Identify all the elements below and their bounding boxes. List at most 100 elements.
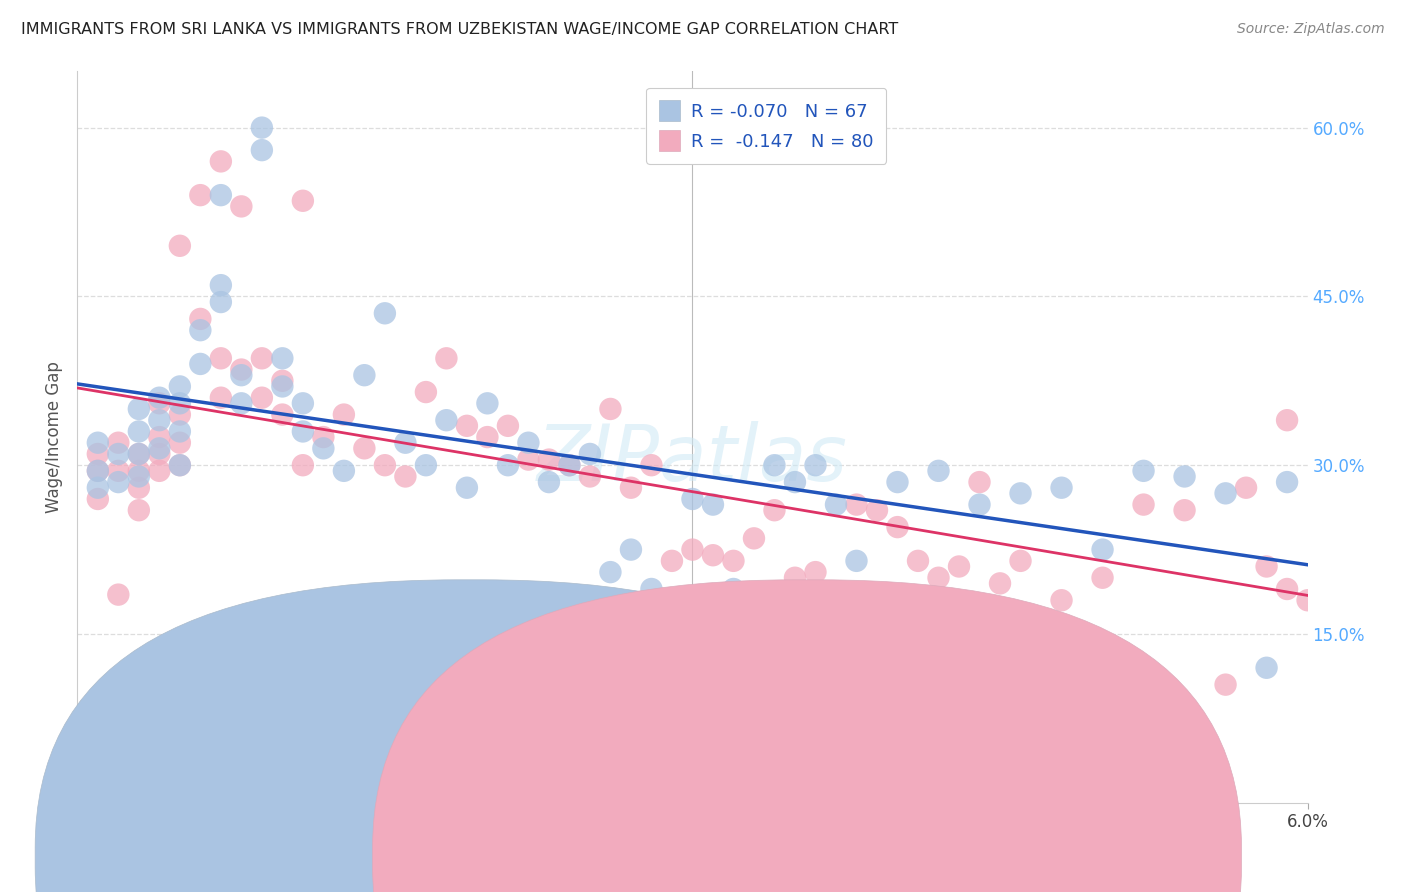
- Point: [148, 442, 170, 456]
- Point: [188, 357, 212, 371]
- Point: [1010, 486, 1032, 500]
- Point: [825, 498, 848, 512]
- Point: [148, 396, 170, 410]
- Point: [620, 481, 643, 495]
- Point: [291, 425, 314, 439]
- Point: [496, 418, 519, 433]
- Point: [209, 295, 232, 310]
- Point: [353, 442, 375, 456]
- Point: [456, 418, 478, 433]
- Text: Immigrants from Uzbekistan: Immigrants from Uzbekistan: [754, 847, 990, 865]
- Point: [702, 548, 724, 562]
- Point: [394, 469, 416, 483]
- Point: [128, 401, 150, 416]
- Point: [128, 425, 150, 439]
- Point: [291, 458, 314, 473]
- Point: [209, 391, 232, 405]
- Point: [1132, 464, 1154, 478]
- Text: IMMIGRANTS FROM SRI LANKA VS IMMIGRANTS FROM UZBEKISTAN WAGE/INCOME GAP CORRELAT: IMMIGRANTS FROM SRI LANKA VS IMMIGRANTS …: [21, 22, 898, 37]
- Point: [661, 554, 683, 568]
- Point: [1215, 678, 1237, 692]
- Point: [783, 571, 806, 585]
- Point: [250, 143, 273, 157]
- Point: [620, 542, 643, 557]
- Legend: R = -0.070   N = 67, R =  -0.147   N = 80: R = -0.070 N = 67, R = -0.147 N = 80: [647, 87, 886, 164]
- Point: [1275, 582, 1298, 596]
- Point: [209, 188, 232, 202]
- Point: [188, 323, 212, 337]
- Point: [742, 532, 765, 546]
- Point: [928, 571, 950, 585]
- Point: [1215, 486, 1237, 500]
- Point: [415, 458, 437, 473]
- Point: [845, 554, 868, 568]
- Point: [1091, 542, 1114, 557]
- Point: [87, 447, 110, 461]
- Point: [988, 576, 1011, 591]
- Point: [723, 582, 745, 596]
- Point: [148, 464, 170, 478]
- Point: [558, 458, 581, 473]
- Point: [866, 503, 889, 517]
- Point: [271, 408, 294, 422]
- Point: [128, 481, 150, 495]
- Point: [394, 435, 416, 450]
- Point: [209, 351, 232, 366]
- Point: [579, 469, 602, 483]
- Point: [148, 413, 170, 427]
- Point: [231, 362, 253, 376]
- Point: [169, 425, 191, 439]
- Point: [128, 447, 150, 461]
- Point: [804, 458, 827, 473]
- Point: [1174, 503, 1197, 517]
- Point: [128, 503, 150, 517]
- Point: [188, 312, 212, 326]
- Point: [1358, 571, 1381, 585]
- Point: [456, 481, 478, 495]
- Point: [723, 554, 745, 568]
- Point: [87, 481, 110, 495]
- Point: [271, 374, 294, 388]
- Point: [886, 520, 908, 534]
- Point: [107, 447, 129, 461]
- Point: [1010, 554, 1032, 568]
- Point: [579, 447, 602, 461]
- Point: [1399, 661, 1406, 675]
- Point: [496, 458, 519, 473]
- Point: [291, 194, 314, 208]
- Point: [1275, 475, 1298, 489]
- Point: [517, 452, 540, 467]
- Point: [1296, 593, 1319, 607]
- Point: [107, 588, 129, 602]
- Point: [907, 554, 929, 568]
- Point: [436, 351, 458, 366]
- Text: Source: ZipAtlas.com: Source: ZipAtlas.com: [1237, 22, 1385, 37]
- Point: [517, 435, 540, 450]
- Point: [188, 188, 212, 202]
- Point: [948, 559, 970, 574]
- Point: [804, 565, 827, 579]
- Point: [928, 464, 950, 478]
- Point: [271, 379, 294, 393]
- Point: [1275, 413, 1298, 427]
- Text: Immigrants from Sri Lanka: Immigrants from Sri Lanka: [423, 847, 645, 865]
- Point: [291, 396, 314, 410]
- Point: [353, 368, 375, 383]
- Point: [374, 306, 396, 320]
- Point: [1050, 481, 1073, 495]
- Point: [169, 435, 191, 450]
- Point: [436, 413, 458, 427]
- Point: [250, 120, 273, 135]
- Point: [128, 447, 150, 461]
- Point: [558, 458, 581, 473]
- Point: [763, 458, 786, 473]
- Point: [169, 458, 191, 473]
- Point: [107, 435, 129, 450]
- Point: [87, 435, 110, 450]
- Point: [415, 385, 437, 400]
- Point: [763, 503, 786, 517]
- Point: [148, 430, 170, 444]
- Point: [969, 475, 991, 489]
- Point: [1132, 498, 1154, 512]
- Point: [148, 447, 170, 461]
